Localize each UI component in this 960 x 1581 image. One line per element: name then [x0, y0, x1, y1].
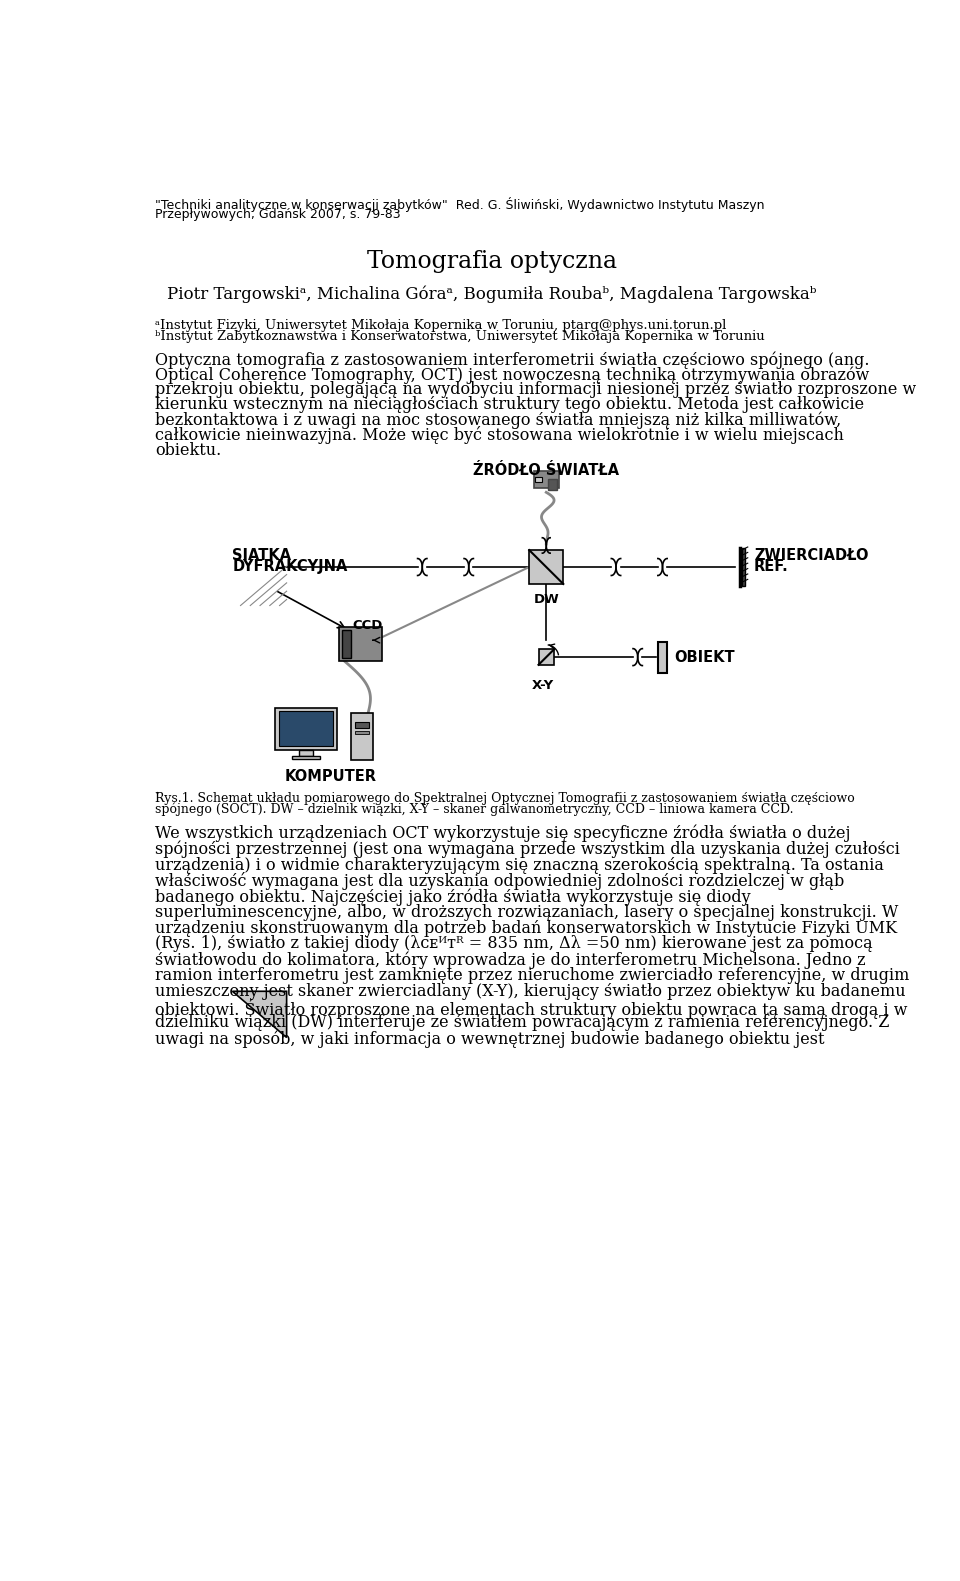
Text: Piotr Targowskiᵃ, Michalina Góraᵃ, Bogumiła Roubaᵇ, Magdalena Targowskaᵇ: Piotr Targowskiᵃ, Michalina Góraᵃ, Bogum…	[167, 286, 817, 304]
Text: przekroju obiektu, polegającą na wydobyciu informacji niesionej przez światło ro: przekroju obiektu, polegającą na wydobyc…	[155, 381, 916, 398]
Text: ramion interferometru jest zamknięte przez nieruchome zwierciadło referencyjne, : ramion interferometru jest zamknięte prz…	[155, 968, 909, 983]
Bar	[539, 650, 554, 664]
Text: urządzenia) i o widmie charakteryzującym się znaczną szerokością spektralną. Ta : urządzenia) i o widmie charakteryzującym…	[155, 857, 884, 874]
Text: .: .	[155, 781, 160, 798]
Text: całkowicie nieinwazyjna. Może więc być stosowana wielokrotnie i w wielu miejscac: całkowicie nieinwazyjna. Może więc być s…	[155, 427, 844, 444]
Text: obiektu.: obiektu.	[155, 441, 221, 458]
Text: spójności przestrzennej (jest ona wymagana przede wszystkim dla uzyskania dużej : spójności przestrzennej (jest ona wymaga…	[155, 841, 900, 858]
Text: Optical Coherence Tomography, OCT) jest nowoczesną techniką otrzymywania obrazów: Optical Coherence Tomography, OCT) jest …	[155, 367, 869, 384]
Text: spójnego (SOCT). DW – dzielnik wiązki, X-Y – skaner galwanometryczny, CCD – lini: spójnego (SOCT). DW – dzielnik wiązki, X…	[155, 803, 793, 816]
Bar	[299, 751, 313, 756]
Text: (Rys. 1), światło z takiej diody (λᴄᴇᴻᴛᴿ = 835 nm, Δλ =50 nm) kierowane jest za : (Rys. 1), światło z takiej diody (λᴄᴇᴻᴛᴿ…	[155, 936, 873, 952]
Text: DW: DW	[534, 593, 559, 606]
Text: ŹRÓDŁO ŚWIATŁA: ŹRÓDŁO ŚWIATŁA	[473, 463, 619, 477]
Text: kierunku wstecznym na nieciągłościach struktury tego obiektu. Metoda jest całkow: kierunku wstecznym na nieciągłościach st…	[155, 397, 864, 414]
Text: SIATKA: SIATKA	[232, 547, 292, 563]
Bar	[351, 713, 372, 759]
Text: "Techniki analityczne w konserwacji zabytków"  Red. G. Śliwiński, Wydawnictwo In: "Techniki analityczne w konserwacji zaby…	[155, 198, 764, 212]
Bar	[658, 642, 667, 672]
Text: badanego obiektu. Najczęściej jako źródła światła wykorzystuje się diody: badanego obiektu. Najczęściej jako źródł…	[155, 889, 751, 906]
Bar	[275, 708, 337, 749]
Text: We wszystkich urządzeniach OCT wykorzystuje się specyficzne źródła światła o duż: We wszystkich urządzeniach OCT wykorzyst…	[155, 825, 851, 843]
Bar	[548, 479, 557, 490]
Text: urządzeniu skonstruowanym dla potrzeb badań konserwatorskich w Instytucie Fizyki: urządzeniu skonstruowanym dla potrzeb ba…	[155, 920, 897, 936]
Text: światłowodu do kolimatora, który wprowadza je do interferometru Michelsona. Jedn: światłowodu do kolimatora, który wprowad…	[155, 952, 866, 969]
Text: ZWIERCIADŁO: ZWIERCIADŁO	[754, 547, 869, 563]
Text: KOMPUTER: KOMPUTER	[285, 768, 376, 784]
Bar	[355, 723, 369, 727]
Text: uwagi na sposób, w jaki informacja o wewnętrznej budowie badanego obiektu jest: uwagi na sposób, w jaki informacja o wew…	[155, 1031, 825, 1048]
Bar	[339, 626, 381, 661]
Text: Optyczna tomografia z zastosowaniem interferometrii światła częściowo spójnego (: Optyczna tomografia z zastosowaniem inte…	[155, 351, 870, 368]
Polygon shape	[232, 991, 287, 1037]
Bar	[342, 629, 351, 658]
Text: Przepływowych, Gdańsk 2007, s. 79-83: Przepływowych, Gdańsk 2007, s. 79-83	[155, 209, 400, 221]
Text: ᵃInstytut Fizyki, Uniwersytet Mikołaja Kopernika w Toruniu, ptarg@phys.uni.torun: ᵃInstytut Fizyki, Uniwersytet Mikołaja K…	[155, 319, 727, 332]
Text: właściwość wymagana jest dla uzyskania odpowiedniej zdolności rozdzielczej w głą: właściwość wymagana jest dla uzyskania o…	[155, 873, 844, 890]
Text: REF.: REF.	[754, 560, 789, 574]
Bar	[741, 547, 745, 587]
Text: Rys.1. Schemat układu pomiarowego do Spektralnej Optycznej Tomografii z zastosow: Rys.1. Schemat układu pomiarowego do Spe…	[155, 792, 854, 805]
Bar	[293, 756, 320, 759]
Bar	[278, 711, 333, 746]
Text: CCD: CCD	[353, 620, 383, 632]
Text: superluminescencyjne, albo, w droższych rozwiązaniach, lasery o specjalnej konst: superluminescencyjne, albo, w droższych …	[155, 904, 899, 920]
Text: obiektowi. Światło rozproszone na elementach struktury obiektu powraca tą samą d: obiektowi. Światło rozproszone na elemen…	[155, 999, 907, 1018]
Bar	[529, 550, 564, 583]
Text: Tomografia optyczna: Tomografia optyczna	[367, 250, 617, 274]
Text: bezkontaktowa i z uwagi na moc stosowanego światła mniejszą niż kilka milliwatów: bezkontaktowa i z uwagi na moc stosowane…	[155, 411, 841, 428]
Text: umieszczony jest skaner zwierciadlany (X-Y), kierujący światło przez obiektyw ku: umieszczony jest skaner zwierciadlany (X…	[155, 983, 905, 999]
Bar	[534, 471, 559, 487]
Bar	[536, 477, 541, 482]
Bar	[355, 730, 369, 734]
Text: X-Y: X-Y	[531, 678, 554, 691]
Text: DYFRAKCYJNA: DYFRAKCYJNA	[232, 560, 348, 574]
Text: OBIEKT: OBIEKT	[674, 650, 734, 664]
Text: ᵇInstytut Zabytkoznawstwa i Konserwatorstwa, Uniwersytet Mikołaja Kopernika w To: ᵇInstytut Zabytkoznawstwa i Konserwators…	[155, 330, 764, 343]
Text: dzielniku wiązki (DW) interferuje ze światłem powracającym z ramienia referencyj: dzielniku wiązki (DW) interferuje ze świ…	[155, 1015, 889, 1031]
